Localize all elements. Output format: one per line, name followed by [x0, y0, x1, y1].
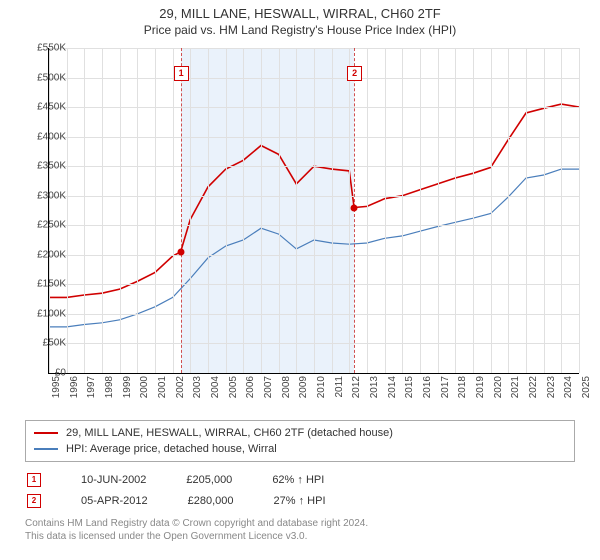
- x-tick-label: 2015: [404, 376, 415, 398]
- x-tick-label: 2007: [263, 376, 274, 398]
- legend-label-1: 29, MILL LANE, HESWALL, WIRRAL, CH60 2TF…: [66, 427, 393, 439]
- sale-marker-2: 2: [27, 494, 41, 508]
- x-tick-label: 2001: [157, 376, 168, 398]
- x-tick-label: 2002: [175, 376, 186, 398]
- y-tick-label: £350K: [22, 161, 66, 172]
- x-tick-label: 2008: [281, 376, 292, 398]
- x-tick-label: 2020: [493, 376, 504, 398]
- chart-title: 29, MILL LANE, HESWALL, WIRRAL, CH60 2TF: [0, 0, 600, 23]
- x-tick-label: 2010: [316, 376, 327, 398]
- x-tick-label: 1995: [51, 376, 62, 398]
- y-tick-label: £550K: [22, 43, 66, 54]
- legend-row-1: 29, MILL LANE, HESWALL, WIRRAL, CH60 2TF…: [34, 425, 566, 441]
- x-tick-label: 2005: [228, 376, 239, 398]
- y-tick-label: £200K: [22, 249, 66, 260]
- legend-box: 29, MILL LANE, HESWALL, WIRRAL, CH60 2TF…: [25, 420, 575, 462]
- chart-marker-box: 1: [174, 66, 189, 81]
- attribution-line2: This data is licensed under the Open Gov…: [25, 530, 575, 543]
- y-tick-label: £400K: [22, 131, 66, 142]
- x-tick-label: 2023: [546, 376, 557, 398]
- sale-pct-1: 62% ↑ HPI: [272, 474, 324, 486]
- chart-subtitle: Price paid vs. HM Land Registry's House …: [0, 23, 600, 37]
- sale-date-1: 10-JUN-2002: [81, 474, 146, 486]
- legend-swatch-blue: [34, 448, 58, 450]
- x-tick-label: 2025: [581, 376, 592, 398]
- sale-row-2: 2 05-APR-2012 £280,000 27% ↑ HPI: [27, 493, 575, 509]
- chart-marker-box: 2: [347, 66, 362, 81]
- y-tick-label: £300K: [22, 190, 66, 201]
- x-tick-label: 2017: [440, 376, 451, 398]
- sale-dot: [177, 248, 184, 255]
- x-tick-label: 2013: [369, 376, 380, 398]
- x-tick-label: 1997: [86, 376, 97, 398]
- x-tick-label: 1996: [69, 376, 80, 398]
- plot-area: 12: [48, 48, 579, 374]
- x-tick-label: 2014: [387, 376, 398, 398]
- y-tick-label: £450K: [22, 102, 66, 113]
- x-tick-label: 1999: [122, 376, 133, 398]
- x-tick-label: 2004: [210, 376, 221, 398]
- x-tick-label: 2019: [475, 376, 486, 398]
- sale-pct-2: 27% ↑ HPI: [274, 495, 326, 507]
- x-tick-label: 2021: [510, 376, 521, 398]
- x-tick-label: 2009: [298, 376, 309, 398]
- x-tick-label: 2024: [563, 376, 574, 398]
- sale-price-1: £205,000: [186, 474, 232, 486]
- y-tick-label: £150K: [22, 279, 66, 290]
- y-tick-label: £100K: [22, 308, 66, 319]
- x-tick-label: 2012: [351, 376, 362, 398]
- x-tick-label: 2000: [139, 376, 150, 398]
- x-tick-label: 2006: [245, 376, 256, 398]
- sale-row-1: 1 10-JUN-2002 £205,000 62% ↑ HPI: [27, 472, 575, 488]
- legend-swatch-red: [34, 432, 58, 434]
- legend-panel: 29, MILL LANE, HESWALL, WIRRAL, CH60 2TF…: [25, 420, 575, 543]
- chart-container: 29, MILL LANE, HESWALL, WIRRAL, CH60 2TF…: [0, 0, 600, 560]
- attribution: Contains HM Land Registry data © Crown c…: [25, 517, 575, 543]
- x-tick-label: 1998: [104, 376, 115, 398]
- sale-dot: [351, 204, 358, 211]
- sale-marker-1: 1: [27, 473, 41, 487]
- attribution-line1: Contains HM Land Registry data © Crown c…: [25, 517, 575, 530]
- x-tick-label: 2003: [192, 376, 203, 398]
- sale-date-2: 05-APR-2012: [81, 495, 148, 507]
- x-tick-label: 2022: [528, 376, 539, 398]
- legend-row-2: HPI: Average price, detached house, Wirr…: [34, 441, 566, 457]
- y-tick-label: £50K: [22, 338, 66, 349]
- sale-price-2: £280,000: [188, 495, 234, 507]
- y-tick-label: £250K: [22, 220, 66, 231]
- y-tick-label: £500K: [22, 72, 66, 83]
- x-tick-label: 2016: [422, 376, 433, 398]
- x-tick-label: 2018: [457, 376, 468, 398]
- x-tick-label: 2011: [334, 376, 345, 398]
- legend-label-2: HPI: Average price, detached house, Wirr…: [66, 443, 277, 455]
